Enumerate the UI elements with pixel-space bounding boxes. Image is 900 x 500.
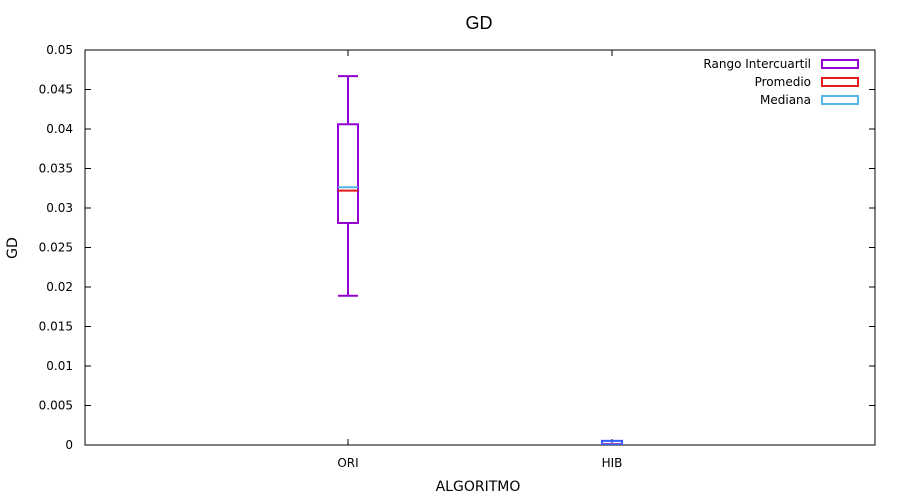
y-tick-label: 0.015 (39, 320, 73, 334)
x-axis-label: ALGORITMO (436, 479, 521, 495)
x-axis-ticks: ORI HIB (337, 50, 622, 470)
legend-label: Rango Intercuartil (703, 57, 811, 71)
interquartile-box (337, 123, 359, 225)
y-tick-label: 0.035 (39, 162, 73, 176)
y-tick-label: 0.03 (46, 201, 73, 215)
box-series (337, 75, 623, 445)
box-hib (601, 439, 623, 445)
y-tick-label: 0.045 (39, 83, 73, 97)
y-tick-label: 0.01 (46, 359, 73, 373)
x-tick-label: ORI (337, 456, 358, 470)
y-axis-label: GD (5, 237, 21, 259)
legend-label: Mediana (760, 93, 811, 107)
legend-swatch (821, 77, 859, 87)
legend-swatch (821, 59, 859, 69)
x-tick-label: HIB (602, 456, 623, 470)
y-tick-label: 0.005 (39, 399, 73, 413)
y-tick-label: 0 (65, 438, 73, 452)
legend-swatch (821, 95, 859, 105)
interquartile-box (601, 439, 623, 445)
legend-label: Promedio (755, 75, 811, 89)
y-tick-label: 0.05 (46, 43, 73, 57)
y-tick-label: 0.025 (39, 241, 73, 255)
y-axis-ticks: 0 0.005 0.01 0.015 0.02 0.025 0.03 0.035 0.04 0.0… (39, 43, 875, 452)
legend: Rango Intercuartil Promedio Mediana (703, 57, 859, 107)
y-tick-label: 0.02 (46, 280, 73, 294)
box-ori (337, 75, 359, 297)
y-tick-label: 0.04 (46, 122, 73, 136)
chart-title: GD (466, 13, 493, 33)
plot-area-border (84, 49, 876, 446)
